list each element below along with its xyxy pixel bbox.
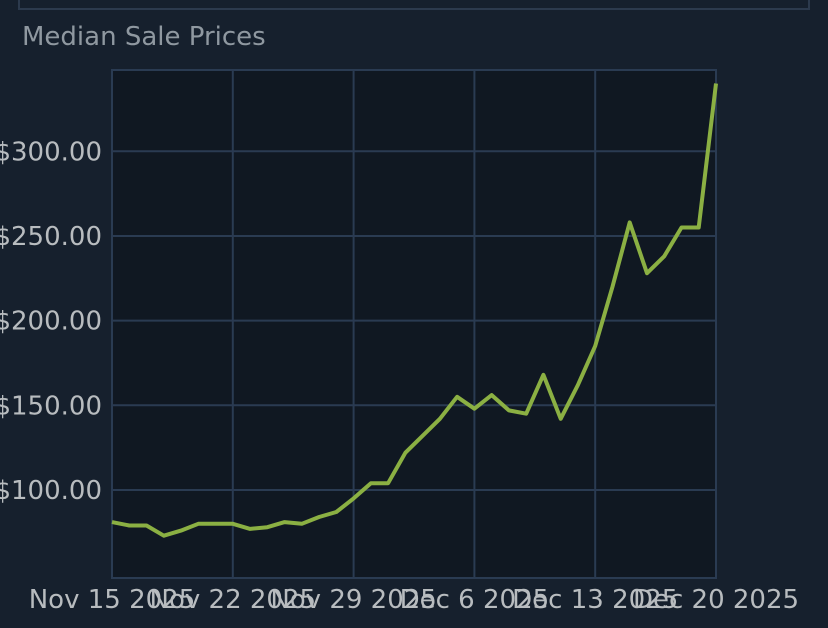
x-tick-label: Nov 29 2025 xyxy=(270,585,437,615)
x-tick-label: Nov 15 2025 xyxy=(29,585,196,615)
top-panel-border xyxy=(18,0,810,10)
plot-area xyxy=(111,69,717,579)
x-tick-label: Dec 20 2025 xyxy=(633,585,799,615)
series-line xyxy=(111,83,718,538)
grid-lines xyxy=(111,70,717,578)
y-tick-label: $200.00 xyxy=(0,307,102,337)
y-tick-label: $100.00 xyxy=(0,476,102,506)
x-tick-label: Dec 6 2025 xyxy=(400,585,550,615)
y-tick-label: $250.00 xyxy=(0,222,102,252)
y-tick-label: $150.00 xyxy=(0,391,102,421)
chart-title: Median Sale Prices xyxy=(22,22,266,52)
series-layer xyxy=(111,83,718,538)
y-tick-label: $300.00 xyxy=(0,137,102,167)
x-tick-label: Nov 22 2025 xyxy=(150,585,317,615)
y-axis-ticks: $100.00 $150.00 $200.00 $250.00 $300.00 xyxy=(0,137,102,506)
x-tick-label: Dec 13 2025 xyxy=(512,585,678,615)
